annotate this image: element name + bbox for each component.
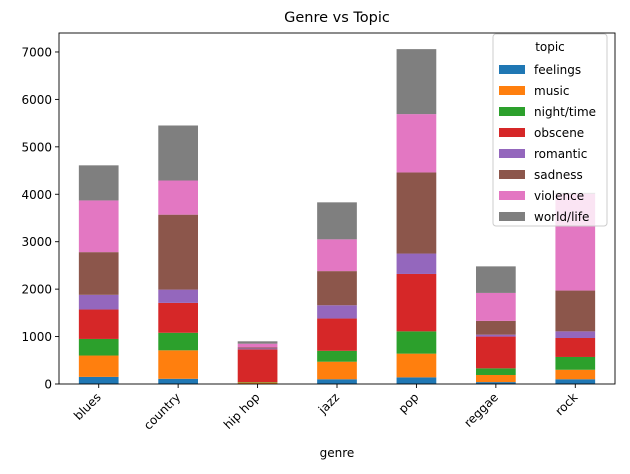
legend-label: violence <box>534 189 584 203</box>
y-tick-label: 1000 <box>21 330 52 344</box>
bar-pop-obscene <box>397 274 437 331</box>
bar-blues-world-life <box>79 165 119 200</box>
bar-blues-sadness <box>79 252 119 295</box>
bar-pop-violence <box>397 114 437 172</box>
bar-reggae-night-time <box>476 368 516 375</box>
legend-swatch <box>499 128 525 137</box>
bar-reggae-sadness <box>476 321 516 335</box>
bar-jazz-music <box>317 362 357 380</box>
x-tick-label: blues <box>71 390 104 423</box>
legend-label: feelings <box>534 63 581 77</box>
x-tick-label: hip hop <box>221 390 263 432</box>
bar-pop-music <box>397 354 437 378</box>
legend-label: music <box>534 84 569 98</box>
bar-pop-feelings <box>397 377 437 384</box>
bar-blues-night-time <box>79 339 119 356</box>
bar-jazz-violence <box>317 239 357 271</box>
bar-country-feelings <box>158 379 198 384</box>
legend-swatch <box>499 212 525 221</box>
bar-country-violence <box>158 181 198 215</box>
legend-label: world/life <box>534 210 589 224</box>
y-tick-label: 3000 <box>21 235 52 249</box>
legend-title: topic <box>535 40 565 54</box>
bar-jazz-obscene <box>317 319 357 351</box>
bar-jazz-romantic <box>317 305 357 318</box>
bar-blues-violence <box>79 200 119 252</box>
bar-pop-night-time <box>397 331 437 353</box>
bar-reggae-violence <box>476 293 516 321</box>
bar-rock-night-time <box>555 357 595 370</box>
x-tick-label: rock <box>552 390 580 418</box>
bar-hip-hop-violence <box>238 344 278 348</box>
bar-reggae-music <box>476 375 516 382</box>
legend-swatch <box>499 107 525 116</box>
bar-hip-hop-obscene <box>238 349 278 382</box>
bar-pop-sadness <box>397 172 437 253</box>
bar-reggae-romantic <box>476 335 516 337</box>
legend-swatch <box>499 149 525 158</box>
x-tick-label: pop <box>396 390 422 416</box>
bar-blues-music <box>79 356 119 377</box>
bar-jazz-feelings <box>317 379 357 384</box>
chart-title: Genre vs Topic <box>284 10 390 26</box>
x-tick-label: reggae <box>461 390 501 430</box>
bar-country-sadness <box>158 215 198 290</box>
bar-rock-feelings <box>555 379 595 384</box>
legend-swatch <box>499 170 525 179</box>
bar-rock-romantic <box>555 331 595 338</box>
bar-blues-feelings <box>79 377 119 384</box>
bar-country-obscene <box>158 303 198 333</box>
x-tick-label: country <box>141 390 183 432</box>
y-tick-label: 2000 <box>21 283 52 297</box>
legend-swatch <box>499 86 525 95</box>
x-tick-label: jazz <box>315 390 342 417</box>
y-tick-label: 6000 <box>21 93 52 107</box>
legend-label: romantic <box>534 147 587 161</box>
bar-jazz-sadness <box>317 271 357 305</box>
bar-reggae-world-life <box>476 266 516 293</box>
bar-country-romantic <box>158 290 198 303</box>
bar-reggae-obscene <box>476 337 516 369</box>
bar-rock-sadness <box>555 291 595 332</box>
bar-hip-hop-sadness <box>238 347 278 348</box>
bar-jazz-world-life <box>317 202 357 239</box>
y-tick-label: 0 <box>44 378 52 392</box>
bar-country-music <box>158 350 198 378</box>
legend-label: obscene <box>534 126 584 140</box>
bar-blues-obscene <box>79 310 119 339</box>
bar-blues-romantic <box>79 295 119 310</box>
bar-hip-hop-music <box>238 383 278 384</box>
legend-swatch <box>499 191 525 200</box>
bar-jazz-night-time <box>317 351 357 362</box>
bar-hip-hop-romantic <box>238 348 278 349</box>
x-axis-label: genre <box>320 446 355 460</box>
legend-swatch <box>499 65 525 74</box>
legend-label: night/time <box>534 105 596 119</box>
bar-pop-world-life <box>397 49 437 114</box>
bar-rock-obscene <box>555 338 595 357</box>
bar-pop-romantic <box>397 254 437 274</box>
bar-country-world-life <box>158 125 198 180</box>
legend: topic feelings music night/time obscene roman… <box>493 34 607 226</box>
bar-rock-music <box>555 370 595 379</box>
legend-label: sadness <box>534 168 583 182</box>
bar-country-night-time <box>158 333 198 351</box>
y-tick-label: 4000 <box>21 188 52 202</box>
y-tick-label: 7000 <box>21 45 52 59</box>
bar-hip-hop-world-life <box>238 341 278 343</box>
y-tick-label: 5000 <box>21 140 52 154</box>
